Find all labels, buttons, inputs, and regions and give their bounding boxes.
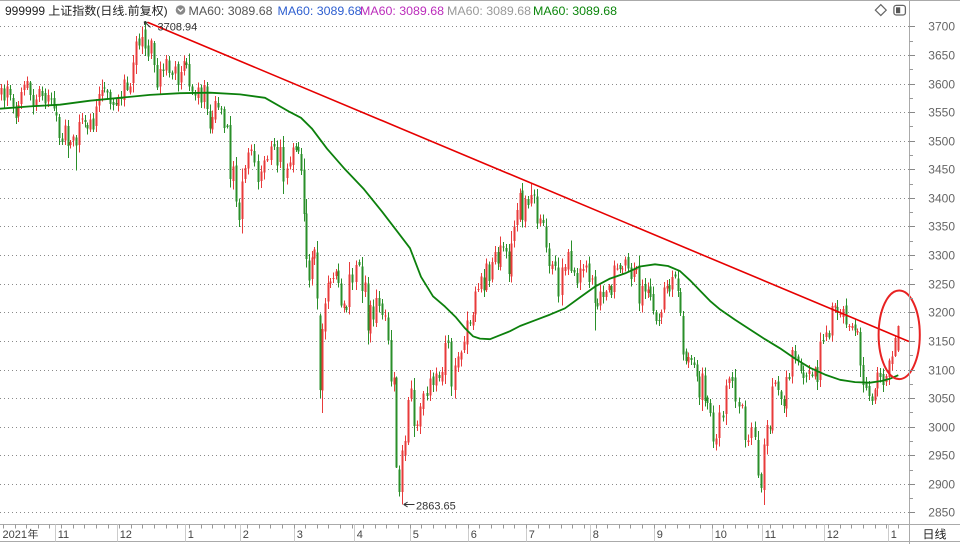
svg-text:MA60: 3089.68: MA60: 3089.68 bbox=[533, 4, 617, 18]
svg-text:): ) bbox=[164, 4, 168, 18]
svg-text:3200: 3200 bbox=[928, 306, 955, 320]
svg-text:999999: 999999 bbox=[5, 4, 45, 18]
svg-text:1: 1 bbox=[891, 529, 897, 541]
svg-text:7: 7 bbox=[529, 529, 535, 541]
svg-text:6: 6 bbox=[471, 529, 477, 541]
svg-text:3650: 3650 bbox=[928, 49, 955, 63]
svg-text:(: ( bbox=[96, 4, 100, 18]
svg-text:11: 11 bbox=[765, 529, 776, 541]
svg-text:3100: 3100 bbox=[928, 364, 955, 378]
svg-text:2: 2 bbox=[243, 529, 249, 541]
svg-text:4: 4 bbox=[357, 529, 363, 541]
svg-text:3150: 3150 bbox=[928, 335, 955, 349]
svg-text:3708.94: 3708.94 bbox=[158, 22, 198, 34]
svg-text:3600: 3600 bbox=[928, 78, 955, 92]
svg-text:2900: 2900 bbox=[928, 478, 955, 492]
svg-text:12: 12 bbox=[120, 529, 132, 541]
svg-text:2850: 2850 bbox=[928, 506, 955, 520]
svg-text:3250: 3250 bbox=[928, 278, 955, 292]
svg-text:3700: 3700 bbox=[928, 20, 955, 34]
svg-text:MA60: 3089.68: MA60: 3089.68 bbox=[278, 4, 362, 18]
svg-text:.: . bbox=[124, 4, 127, 18]
svg-text:2950: 2950 bbox=[928, 449, 955, 463]
svg-text:2863.65: 2863.65 bbox=[416, 501, 456, 513]
svg-text:5: 5 bbox=[413, 529, 419, 541]
svg-text:3000: 3000 bbox=[928, 421, 955, 435]
svg-text:3400: 3400 bbox=[928, 192, 955, 206]
svg-text:3300: 3300 bbox=[928, 249, 955, 263]
svg-text:8: 8 bbox=[593, 529, 599, 541]
svg-text:3: 3 bbox=[297, 529, 303, 541]
svg-text:MA60: 3089.68: MA60: 3089.68 bbox=[189, 4, 273, 18]
svg-text:9: 9 bbox=[657, 529, 663, 541]
svg-text:3550: 3550 bbox=[928, 106, 955, 120]
svg-text:3500: 3500 bbox=[928, 135, 955, 149]
svg-text:MA60: 3089.68: MA60: 3089.68 bbox=[447, 4, 531, 18]
svg-text:11: 11 bbox=[58, 529, 69, 541]
svg-text:2021: 2021 bbox=[3, 529, 27, 541]
svg-text:1: 1 bbox=[188, 529, 194, 541]
svg-text:3450: 3450 bbox=[928, 163, 955, 177]
svg-text:MA60: 3089.68: MA60: 3089.68 bbox=[360, 4, 444, 18]
svg-text:10: 10 bbox=[715, 529, 727, 541]
svg-text:12: 12 bbox=[827, 529, 839, 541]
svg-text:3350: 3350 bbox=[928, 220, 955, 234]
svg-text:3050: 3050 bbox=[928, 392, 955, 406]
